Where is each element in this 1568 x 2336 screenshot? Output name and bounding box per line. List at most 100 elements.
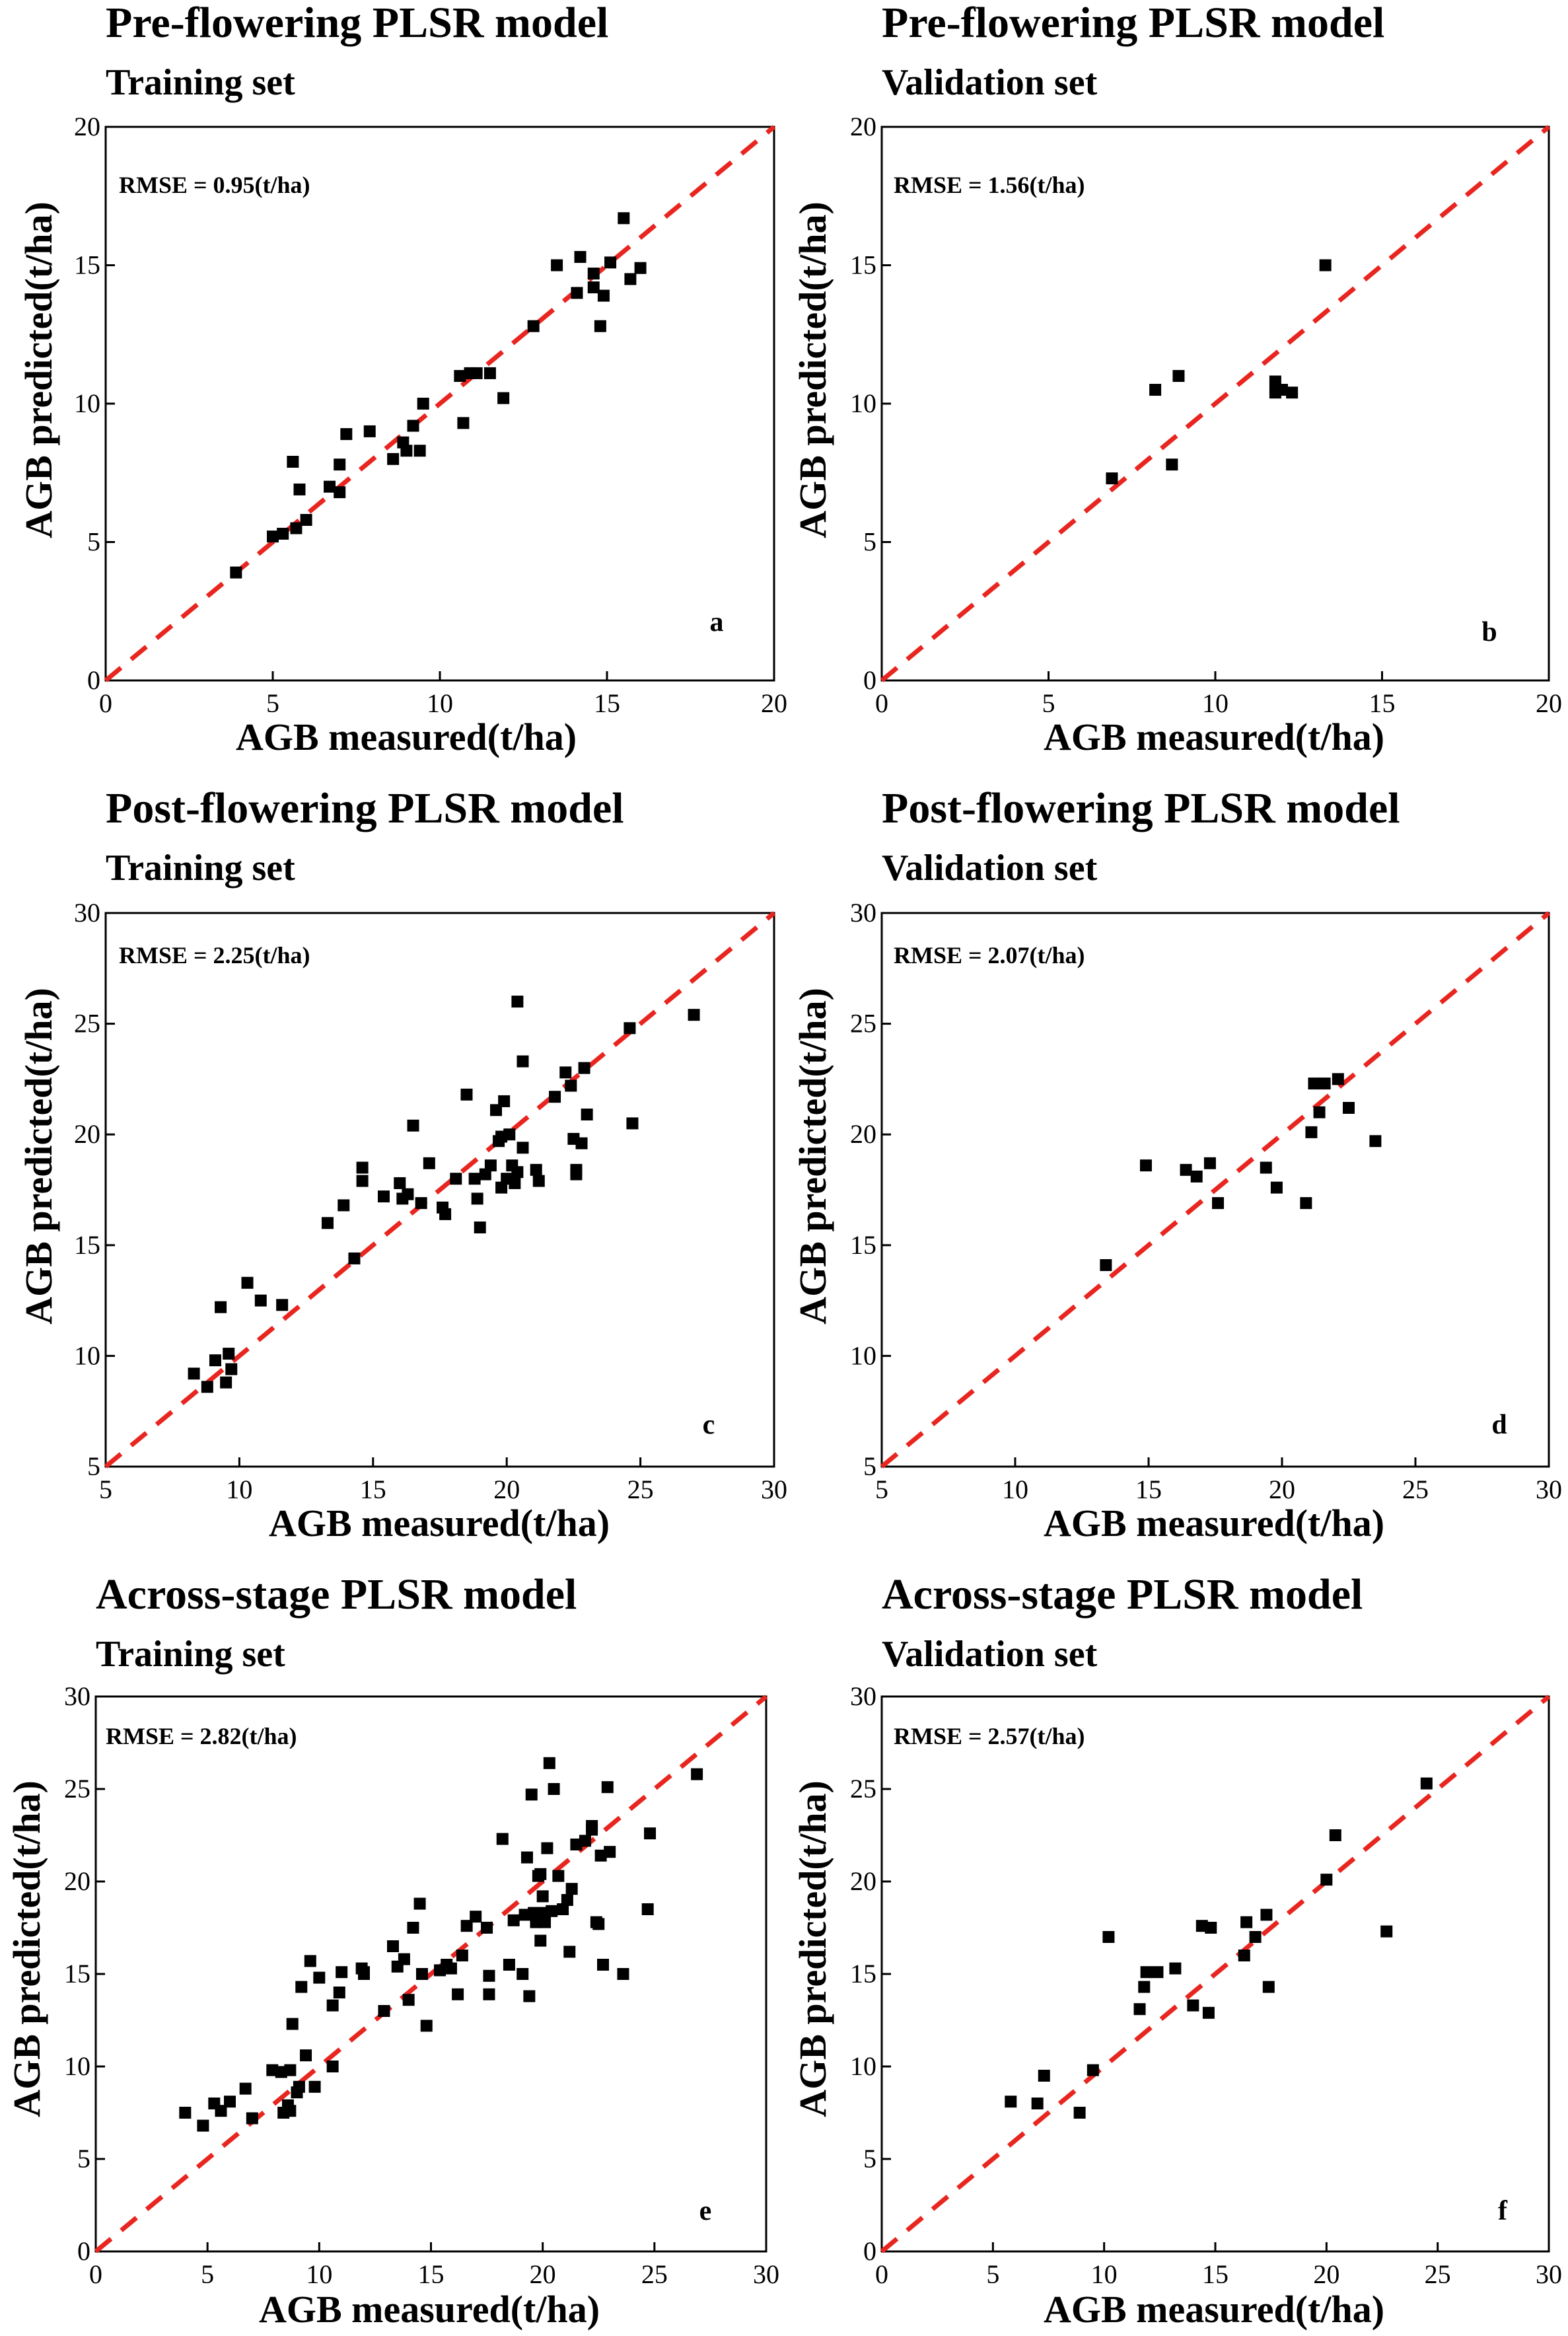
- panel-f-ytick-label: 5: [863, 2144, 876, 2173]
- panel-e-ytick-label: 25: [64, 1774, 90, 1804]
- panel-c-data-point: [511, 996, 524, 1008]
- panel-f-data-point: [1329, 1829, 1341, 1841]
- panel-e-data-point: [326, 1999, 339, 2012]
- panel-a-data-point: [293, 483, 306, 495]
- panel-d-data-point: [1305, 1126, 1318, 1138]
- panel-e-data-point: [308, 2080, 321, 2093]
- panel-c-data-point: [220, 1376, 232, 1389]
- panel-c-data-point: [276, 1299, 289, 1311]
- panel-a-rmse: RMSE = 0.95(t/ha): [119, 172, 310, 198]
- panel-e-data-point: [407, 1922, 419, 1934]
- panel-d-xtick-label: 25: [1402, 1475, 1429, 1504]
- panel-e-ytick-label: 20: [64, 1866, 90, 1896]
- panel-a-data-point: [457, 417, 470, 429]
- panel-b-ytick-label: 5: [863, 527, 876, 557]
- panel-d-ylabel: AGB predicted(t/ha): [791, 988, 834, 1325]
- panel-e-data-point: [534, 1868, 547, 1880]
- panel-d-data-point: [1139, 1159, 1152, 1172]
- panel-c-ytick-label: 30: [74, 898, 100, 928]
- panel-f-ytick-label: 25: [850, 1774, 876, 1804]
- panel-e-data-point: [520, 1851, 533, 1864]
- panel-e-data-point: [179, 2107, 192, 2119]
- panel-e-data-point: [284, 2105, 297, 2117]
- panel-e-data-point: [470, 1911, 482, 1923]
- panel-e-data-point: [483, 1969, 495, 1982]
- panel-a-data-point: [277, 527, 289, 540]
- panel-c-data-point: [471, 1192, 483, 1205]
- panel-e-data-point: [517, 1968, 529, 1980]
- panel-c-data-point: [356, 1175, 369, 1187]
- panel-a-data-point: [587, 268, 600, 280]
- panel-c-rmse: RMSE = 2.25(t/ha): [119, 942, 310, 968]
- panel-e-data-point: [536, 1890, 549, 1903]
- panel-a-data-point: [290, 522, 303, 534]
- panel-a-xtick-label: 0: [99, 688, 112, 718]
- panel-c-data-point: [493, 1135, 505, 1148]
- panel-a-data-point: [571, 287, 583, 299]
- panel-d-ytick-label: 30: [850, 898, 876, 928]
- panel-d-data-point: [1369, 1135, 1382, 1148]
- panel-e-data-point: [386, 1940, 399, 1952]
- panel-f-xtick-label: 25: [1425, 2259, 1451, 2289]
- panel-e-xtick-label: 10: [306, 2259, 332, 2289]
- panel-e-data-point: [565, 1883, 578, 1895]
- panel-e-ytick-label: 15: [64, 1959, 90, 1989]
- panel-b-ytick-label: 20: [850, 112, 876, 141]
- panel-f-data-point: [1320, 1874, 1333, 1886]
- panel-a-data-point: [618, 212, 630, 225]
- panel-d-title: Post-flowering PLSR model: [882, 784, 1400, 832]
- panel-d-data-point: [1212, 1197, 1225, 1210]
- panel-e-label: e: [699, 2196, 712, 2226]
- panel-d-data-point: [1308, 1077, 1320, 1090]
- panel-b-title: Pre-flowering PLSR model: [882, 0, 1384, 47]
- panel-d: Post-flowering PLSR model Validation set…: [791, 784, 1562, 1545]
- panel-e-data-point: [617, 1968, 629, 1980]
- panel-e-xtick-label: 15: [418, 2259, 445, 2289]
- panel-b-rmse: RMSE = 1.56(t/ha): [894, 172, 1085, 198]
- panel-f-data-point: [1031, 2098, 1044, 2109]
- panel-e-data-point: [523, 1990, 536, 2002]
- panel-e-data-point: [561, 1894, 573, 1906]
- panel-e-data-point: [452, 1988, 464, 2000]
- panel-c-data-point: [460, 1088, 473, 1101]
- panel-b-data-point: [1106, 472, 1118, 485]
- panel-e-data-point: [313, 1971, 326, 1984]
- panel-a-data-point: [497, 392, 510, 404]
- panel-c-ytick-label: 15: [74, 1230, 100, 1260]
- panel-c-subtitle: Training set: [106, 848, 295, 889]
- panel-d-data-point: [1343, 1101, 1355, 1114]
- panel-e-reference-line: [94, 1695, 768, 2253]
- panel-c-reference-line: [104, 911, 776, 1469]
- panel-e-subtitle: Training set: [96, 1634, 285, 1675]
- panel-d-data-point: [1313, 1106, 1326, 1118]
- panel-f-data-point: [1380, 1925, 1393, 1938]
- panel-c-data-point: [402, 1188, 414, 1200]
- panel-a-xtick-label: 20: [761, 688, 787, 718]
- panel-f-subtitle: Validation set: [882, 1634, 1098, 1675]
- panel-f-xtick-label: 15: [1202, 2259, 1229, 2289]
- panel-f-data-point: [1087, 2064, 1099, 2076]
- panel-a-xlabel: AGB measured(t/ha): [236, 715, 577, 758]
- panel-c-data-point: [223, 1348, 235, 1360]
- panel-e-data-point: [358, 1968, 370, 1980]
- panel-a-data-point: [594, 320, 606, 332]
- panel-f-data-point: [1102, 1931, 1115, 1943]
- panel-f-label: f: [1498, 2196, 1508, 2226]
- panel-d-data-point: [1332, 1073, 1344, 1085]
- panel-f-data-point: [1240, 1916, 1253, 1928]
- panel-d-xtick-label: 15: [1135, 1475, 1162, 1504]
- panel-a-data-point: [454, 370, 466, 383]
- panel-c-data-point: [575, 1137, 588, 1150]
- panel-a-ylabel: AGB predicted(t/ha): [17, 201, 60, 538]
- panel-a-label: a: [710, 607, 724, 638]
- panel-c-data-point: [559, 1066, 572, 1079]
- panel-e-data-point: [275, 2066, 287, 2078]
- panel-e-data-point: [496, 1833, 509, 1845]
- panel-e-data-point: [398, 1953, 410, 1965]
- panel-f-xtick-label: 0: [875, 2259, 888, 2289]
- panel-e-data-point: [604, 1846, 616, 1858]
- panel-e-ylabel: AGB predicted(t/ha): [5, 1780, 48, 2117]
- panel-f-ytick-label: 10: [850, 2051, 876, 2081]
- panel-d-ytick-label: 25: [850, 1009, 876, 1039]
- panel-a-data-point: [470, 367, 483, 379]
